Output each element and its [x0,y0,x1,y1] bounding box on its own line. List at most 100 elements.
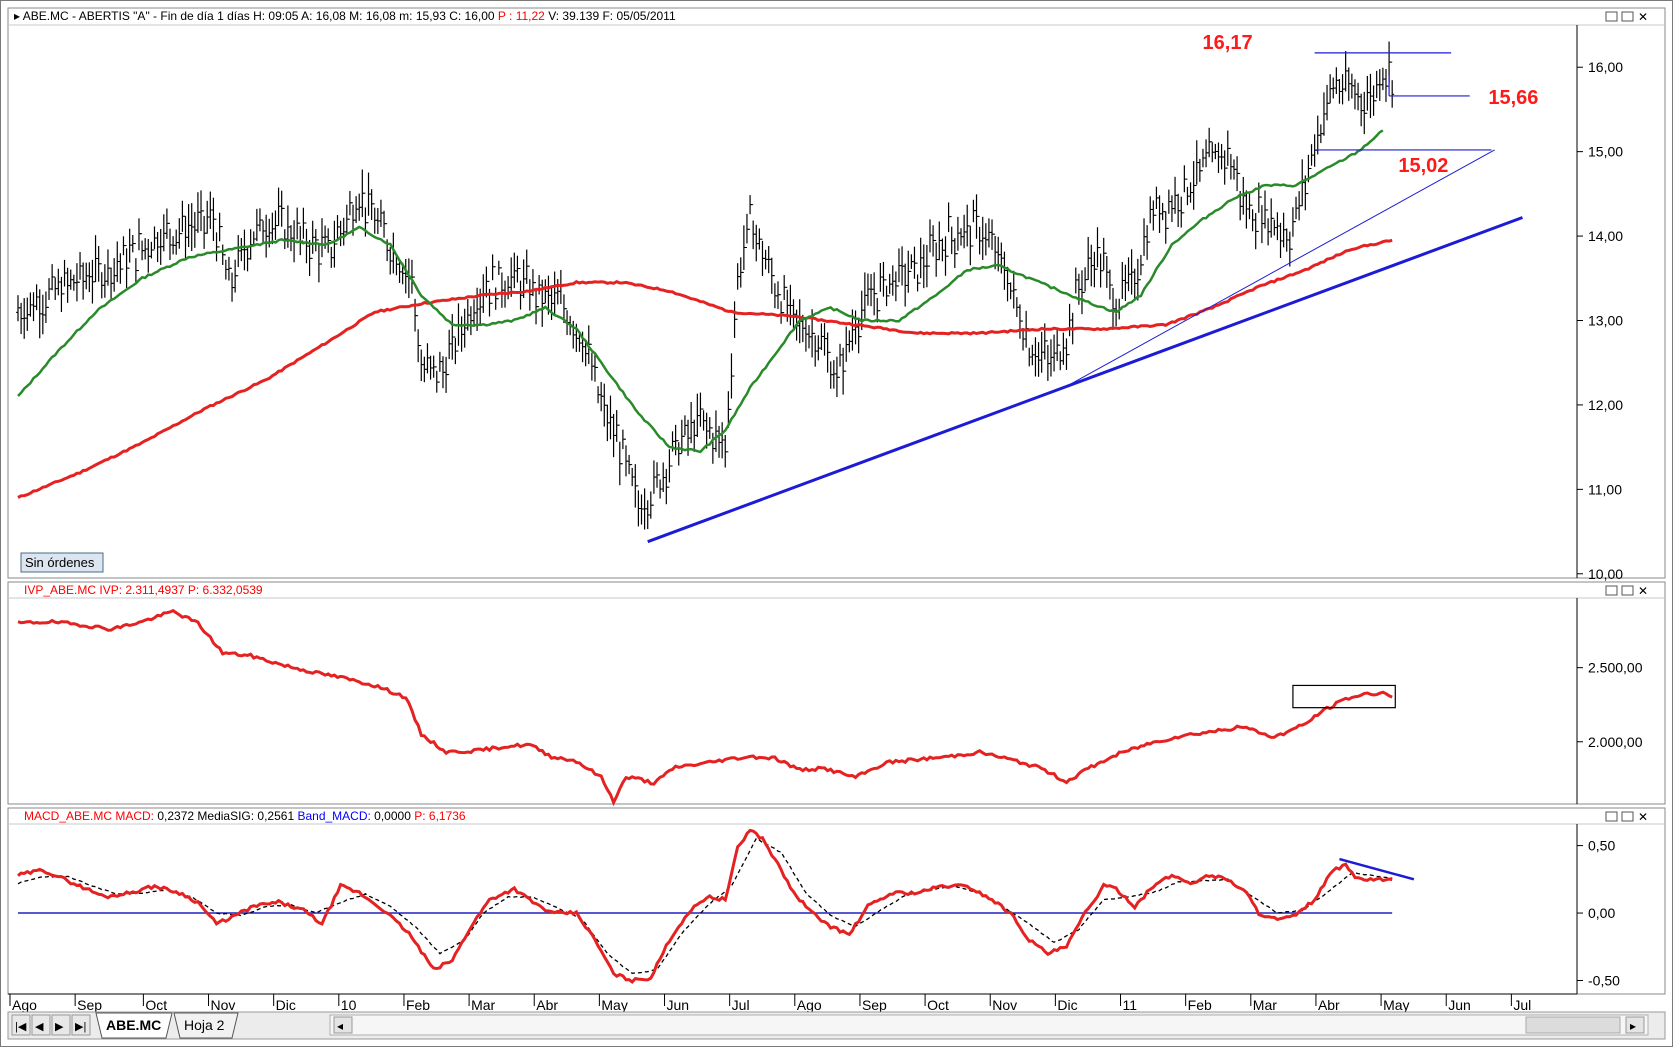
status-button[interactable]: Sin órdenes [20,552,104,573]
trendline [1066,149,1495,387]
price-axis-label: 15,00 [1588,144,1623,160]
header-segment: IVP_ABE.MC IVP: 2.311,4937 [24,583,188,597]
close-pane-icon[interactable]: ✕ [1638,10,1648,24]
time-axis-label: Mar [471,997,495,1013]
header-segment: Band_MACD: [297,809,374,823]
macd-header-text: MACD_ABE.MC MACD: 0,2372 MediaSIG: 0,256… [24,809,466,823]
time-axis-label: Ago [797,997,822,1013]
sheet-tab-shape [95,1012,173,1039]
maximize-pane-icon[interactable] [1621,11,1634,22]
price-axis-label: 10,00 [1588,566,1623,582]
scroll-left-button[interactable] [333,1016,353,1034]
time-axis-label: Feb [1188,997,1212,1013]
horizontal-scrollbar[interactable]: ◂ ▸ [329,1014,1649,1036]
macd-axis-label: 0,00 [1588,905,1615,921]
time-axis-label: May [1383,997,1409,1013]
sheet-nav-icon: ◀ [35,1021,44,1033]
minimize-pane-icon[interactable] [1605,585,1618,596]
price-pane-border [7,7,1666,579]
minimize-pane-icon[interactable] [1605,11,1618,22]
sheet-nav-button[interactable] [11,1014,31,1036]
ivp-header: IVP_ABE.MC IVP: 2.311,4937 P: 6.332,0539 [24,583,263,597]
status-button-box[interactable] [20,552,104,573]
macd-pane: MACD_ABE.MC MACD: 0,2372 MediaSIG: 0,256… [7,807,1666,995]
sheet-nav-icon: ▶ [55,1021,64,1033]
time-axis-label: Jun [1448,997,1471,1013]
time-axis-label: Sep [77,997,102,1013]
price-bars [16,41,1395,530]
ivp-header-text: IVP_ABE.MC IVP: 2.311,4937 P: 6.332,0539 [24,583,263,597]
sheet-tab-shape [173,1012,239,1039]
time-axis-label: Nov [992,997,1017,1013]
trendline [647,216,1523,544]
sma-short-line [17,129,1384,454]
time-axis-label: Dic [276,997,296,1013]
pane-controls[interactable]: ✕ [1605,810,1648,824]
header-segment: MACD_ABE.MC MACD: [24,809,157,823]
time-axis-label: Feb [406,997,430,1013]
header-marker: ▸ [14,9,23,23]
header-segment: ABE.MC - ABERTIS "A" - Fin de día 1 días… [23,9,498,23]
price-header-text: ABE.MC - ABERTIS "A" - Fin de día 1 días… [23,9,676,23]
minimize-pane-icon[interactable] [1605,811,1618,822]
close-pane-icon[interactable]: ✕ [1638,584,1648,598]
time-axis-label: Jul [732,997,750,1013]
macd-axis-label: -0,50 [1588,973,1620,989]
macd-header: MACD_ABE.MC MACD: 0,2372 MediaSIG: 0,256… [24,809,466,823]
header-segment: 0,0000 [374,809,414,823]
sheet-tab[interactable]: Hoja 2 [173,1012,239,1039]
time-axis-label: Abr [536,997,558,1013]
price-axis-label: 12,00 [1588,397,1623,413]
time-axis-label: 11 [1123,997,1138,1013]
macd-axis-label: 0,50 [1588,838,1615,854]
header-segment: P : 11,22 [498,9,545,23]
scroll-right-button[interactable] [1625,1016,1645,1034]
ivp-axis-label: 2.500,00 [1588,660,1643,676]
level-label: 15,66 [1488,87,1538,109]
macd-signal-line [17,837,1393,974]
pane-controls[interactable]: ✕ [1605,584,1648,598]
sheet-nav-button[interactable] [31,1014,51,1036]
maximize-pane-icon[interactable] [1621,811,1634,822]
maximize-pane-icon[interactable] [1621,585,1634,596]
sheet-tab[interactable]: ABE.MC [95,1012,173,1039]
time-axis: Ago Sep Oct Nov Dic 10 Feb Mar Abr May Jun Jul Ago Se… [8,993,1577,1013]
time-axis-label: Jul [1513,997,1531,1013]
sheet-tab-label: Hoja 2 [184,1017,225,1033]
scroll-left-icon: ◂ [337,1019,343,1033]
sheet-nav-button[interactable] [71,1014,91,1036]
header-segment: P: 6.332,0539 [188,583,263,597]
time-axis-label: Abr [1318,997,1340,1013]
sheet-nav-icon: |◀ [15,1021,27,1033]
close-pane-icon[interactable]: ✕ [1638,810,1648,824]
time-axis-label: Jun [667,997,690,1013]
time-axis-label: May [601,997,627,1013]
time-axis-label: Nov [211,997,236,1013]
scrollbar-thumb[interactable] [1525,1016,1621,1034]
level-label: 16,17 [1203,32,1253,54]
sheet-nav-icon: ▶| [75,1021,86,1033]
price-axis-label: 11,00 [1588,481,1622,497]
time-axis-label: 10 [341,997,357,1013]
status-button-label: Sin órdenes [25,555,95,570]
time-axis-label: Sep [862,997,887,1013]
ivp-highlight-box [1292,684,1396,709]
price-header: ▸ ABE.MC - ABERTIS "A" - Fin de día 1 dí… [14,9,676,23]
price-axis-label: 13,00 [1588,312,1623,328]
macd-line [17,828,1393,985]
scrollbar-track[interactable] [329,1014,1649,1036]
sheet-tab-bar: |◀ ◀ ▶ ▶| ABE.MC Hoja 2 ◂ ▸ [7,1011,1666,1040]
time-axis-label: Mar [1253,997,1277,1013]
price-axis-label: 14,00 [1588,228,1623,244]
sheet-tab-label: ABE.MC [106,1017,161,1033]
header-segment: V: 39.139 F: 05/05/2011 [545,9,676,23]
level-label: 15,02 [1398,155,1448,177]
ivp-axis-label: 2.000,00 [1588,734,1643,750]
scroll-right-icon: ▸ [1630,1019,1636,1033]
sma-long-line [17,238,1393,499]
price-axis-label: 16,00 [1588,59,1623,75]
pane-controls[interactable]: ✕ [1605,10,1648,24]
sheet-nav-button[interactable] [51,1014,71,1036]
